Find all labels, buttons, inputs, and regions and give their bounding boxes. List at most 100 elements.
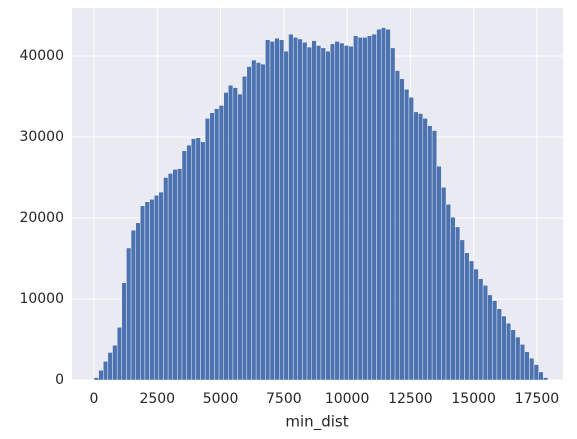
bar <box>408 97 414 381</box>
x-tick-label: 17500 <box>515 391 560 407</box>
bar <box>543 377 549 381</box>
bar <box>269 41 275 381</box>
bar <box>172 169 178 381</box>
bar <box>195 137 201 381</box>
x-axis-label: min_dist <box>285 413 348 432</box>
bar <box>538 371 544 381</box>
y-tick-label: 40000 <box>19 48 64 64</box>
bar <box>181 150 187 381</box>
bar <box>436 165 442 381</box>
bar <box>445 204 451 381</box>
bar <box>154 195 160 381</box>
bar <box>464 252 470 381</box>
bar <box>515 336 521 381</box>
bar <box>404 89 410 381</box>
bar <box>339 42 345 381</box>
bar <box>191 138 197 381</box>
bar <box>441 187 447 381</box>
bar <box>306 46 312 381</box>
bar <box>492 300 498 381</box>
bar <box>311 40 317 381</box>
bar <box>348 46 354 381</box>
bar <box>330 43 336 381</box>
bar <box>357 37 363 381</box>
bar <box>223 92 229 381</box>
x-tick-label: 0 <box>90 391 99 407</box>
bar <box>487 294 493 381</box>
bar <box>394 70 400 381</box>
bar <box>390 47 396 381</box>
bar <box>524 351 530 381</box>
bar <box>246 66 252 381</box>
bar <box>186 144 192 381</box>
bar <box>482 285 488 381</box>
bar <box>177 168 183 381</box>
bar <box>232 87 238 381</box>
bar <box>455 226 461 381</box>
bar <box>399 78 405 381</box>
bar <box>320 47 326 381</box>
bar <box>167 173 173 381</box>
bar <box>496 308 502 381</box>
bar <box>413 111 419 381</box>
bar <box>237 93 243 381</box>
x-tick-label: 12500 <box>388 391 433 407</box>
bar <box>121 282 127 381</box>
bar <box>283 50 289 381</box>
bar <box>418 113 424 381</box>
bar <box>478 278 484 381</box>
bar <box>529 357 535 381</box>
bar <box>385 29 391 381</box>
bar <box>450 216 456 381</box>
bar <box>292 37 298 381</box>
bar <box>149 199 155 381</box>
bar <box>325 50 331 381</box>
bar <box>200 141 206 381</box>
bar <box>265 39 271 381</box>
bar <box>468 260 475 381</box>
bar <box>431 130 437 381</box>
bar <box>163 177 169 381</box>
bar <box>334 41 340 381</box>
bar <box>158 191 164 381</box>
x-tick-label: 5000 <box>203 391 239 407</box>
bar <box>506 323 512 381</box>
bar <box>260 63 266 381</box>
bar <box>353 35 359 381</box>
bar <box>459 239 465 381</box>
x-tick-label: 10000 <box>325 391 370 407</box>
bar <box>362 37 368 381</box>
bar <box>510 329 516 381</box>
y-tick-label: 0 <box>55 372 64 388</box>
bar <box>135 222 141 381</box>
bar <box>519 344 525 381</box>
bar <box>367 35 373 381</box>
bar <box>98 370 104 381</box>
bar <box>302 42 308 381</box>
bar <box>255 62 261 381</box>
bar <box>242 76 248 381</box>
bar <box>380 27 387 381</box>
bar <box>274 37 280 381</box>
bar <box>140 205 146 381</box>
bar <box>112 344 118 381</box>
bar <box>214 108 220 381</box>
bar <box>93 377 99 381</box>
bar <box>501 315 507 381</box>
bar <box>144 201 150 381</box>
x-tick-label: 7500 <box>266 391 302 407</box>
bar <box>103 361 109 381</box>
bar <box>251 59 257 381</box>
bar <box>116 327 122 381</box>
bar <box>209 112 215 381</box>
bar <box>130 229 136 381</box>
bar <box>279 39 285 381</box>
bar <box>228 84 234 381</box>
y-tick-label: 20000 <box>19 210 64 226</box>
bar <box>126 247 132 381</box>
bar <box>204 118 210 381</box>
bar <box>427 125 433 381</box>
bar <box>473 268 479 381</box>
